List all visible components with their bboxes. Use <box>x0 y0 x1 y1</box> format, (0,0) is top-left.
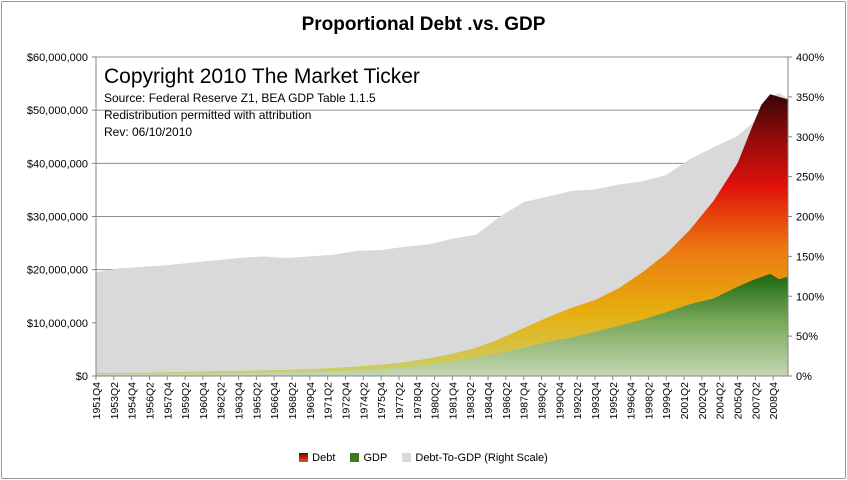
x-axis-tick-label: 1998Q2 <box>643 382 655 420</box>
right-axis-tick-label: 100% <box>796 291 824 303</box>
legend-item-debt: Debt <box>299 452 335 464</box>
copyright-notice: Copyright 2010 The Market Ticker <box>104 65 420 88</box>
left-axis-tick-label: $50,000,000 <box>27 105 88 117</box>
x-axis-tick-label: 1962Q2 <box>216 382 228 420</box>
x-axis-tick-label: 2002Q4 <box>697 382 709 420</box>
gdp-area <box>96 273 788 376</box>
x-axis-tick-label: 1959Q2 <box>180 382 192 420</box>
x-axis-tick-label: 1995Q2 <box>608 382 620 420</box>
legend-label-gdp: GDP <box>363 452 388 465</box>
left-axis-tick-labels: $0 $10,000,000 $20,000,000 $30,000,000 $40,0… <box>27 52 88 383</box>
x-axis-tick-label: 1996Q4 <box>626 382 638 420</box>
legend-item-gdp: GDP <box>350 452 387 464</box>
x-axis-tick-label: 1951Q4 <box>91 382 103 420</box>
gdp-area-series <box>96 273 788 376</box>
x-axis-tick-label: 2005Q4 <box>733 382 745 420</box>
x-axis-tick-label: 2007Q2 <box>750 382 762 420</box>
x-axis-tick-label: 1954Q4 <box>127 382 139 420</box>
x-axis-tick-label: 1987Q4 <box>519 382 531 420</box>
x-axis-tick-label: 1984Q4 <box>483 382 495 420</box>
left-axis-tick-label: $30,000,000 <box>27 212 88 224</box>
left-axis-tick-label: $60,000,000 <box>27 52 88 64</box>
x-axis-tick-label: 1989Q2 <box>536 382 548 420</box>
right-axis-tick-label: 400% <box>796 52 824 64</box>
right-axis-tick-label: 200% <box>796 212 824 224</box>
redistribution-note: Redistribution permitted with attributio… <box>104 108 312 122</box>
x-axis-tick-label: 1993Q4 <box>590 382 602 420</box>
x-axis-tick-labels: 1951Q4 1953Q2 1954Q4 1956Q2 1957Q4 1959Q2 1960… <box>91 382 780 420</box>
x-axis-tick-label: 1981Q4 <box>447 382 459 420</box>
x-axis-tick-label: 1977Q2 <box>394 382 406 420</box>
x-axis-tick-label: 1968Q2 <box>287 382 299 420</box>
source-note: Source: Federal Reserve Z1, BEA GDP Tabl… <box>104 91 376 105</box>
right-axis-tick-label: 150% <box>796 251 824 263</box>
x-axis-tick-label: 1983Q2 <box>465 382 477 420</box>
axes <box>92 56 792 380</box>
x-axis-tick-label: 1972Q4 <box>340 382 352 420</box>
left-axis-tick-label: $20,000,000 <box>27 265 88 277</box>
debt-area-series <box>96 94 788 376</box>
right-axis-tick-label: 350% <box>796 92 824 104</box>
x-axis-tick-label: 1974Q2 <box>358 382 370 420</box>
legend-swatch-gdp <box>350 453 360 463</box>
x-axis-tick-label: 1971Q2 <box>323 382 335 420</box>
right-axis-tick-label: 250% <box>796 172 824 184</box>
x-axis-tick-label: 1978Q4 <box>412 382 424 420</box>
chart-annotation: Copyright 2010 The Market Ticker Source:… <box>104 64 420 141</box>
x-axis-tick-label: 2004Q2 <box>715 382 727 420</box>
x-axis-tick-label: 1953Q2 <box>109 382 121 420</box>
right-axis-tick-label: 300% <box>796 132 824 144</box>
x-axis-tick-label: 1999Q4 <box>661 382 673 420</box>
right-axis-tick-label: 50% <box>796 331 818 343</box>
right-axis-tick-labels: 0% 50% 100% 150% 200% 250% 300% 350% 400% <box>796 52 824 383</box>
x-axis-tick-label: 1986Q2 <box>501 382 513 420</box>
legend-label-debt-to-gdp: Debt-To-GDP (Right Scale) <box>415 452 548 465</box>
debt-area <box>96 94 788 376</box>
x-axis-tick-label: 1966Q4 <box>269 382 281 420</box>
legend-swatch-debt <box>299 453 309 463</box>
x-axis-tick-label: 1963Q4 <box>234 382 246 420</box>
x-axis-tick-label: 1965Q2 <box>251 382 263 420</box>
left-axis-tick-label: $0 <box>76 371 88 383</box>
left-axis-tick-label: $10,000,000 <box>27 318 88 330</box>
x-axis-tick-label: 1975Q4 <box>376 382 388 420</box>
revision-date: Rev: 06/10/2010 <box>104 125 193 139</box>
x-axis-tick-label: 1992Q2 <box>572 382 584 420</box>
legend-swatch-debt-to-gdp <box>402 453 412 463</box>
x-axis-tick-label: 1957Q4 <box>162 382 174 420</box>
chart-legend: Debt GDP Debt-To-GDP (Right Scale) <box>0 452 847 464</box>
x-axis-tick-label: 2001Q2 <box>679 382 691 420</box>
x-axis-tick-label: 1980Q2 <box>430 382 442 420</box>
x-axis-tick-label: 1990Q4 <box>554 382 566 420</box>
x-axis-tick-label: 1969Q4 <box>305 382 317 420</box>
legend-label-debt: Debt <box>312 452 336 465</box>
x-axis-tick-label: 2008Q4 <box>768 382 780 420</box>
x-axis-tick-label: 1960Q4 <box>198 382 210 420</box>
right-axis-tick-label: 0% <box>796 371 812 383</box>
chart-title: Proportional Debt .vs. GDP <box>301 14 546 35</box>
legend-item-debt-to-gdp: Debt-To-GDP (Right Scale) <box>402 452 548 465</box>
left-axis-tick-label: $40,000,000 <box>27 158 88 170</box>
x-axis-tick-label: 1956Q2 <box>144 382 156 420</box>
